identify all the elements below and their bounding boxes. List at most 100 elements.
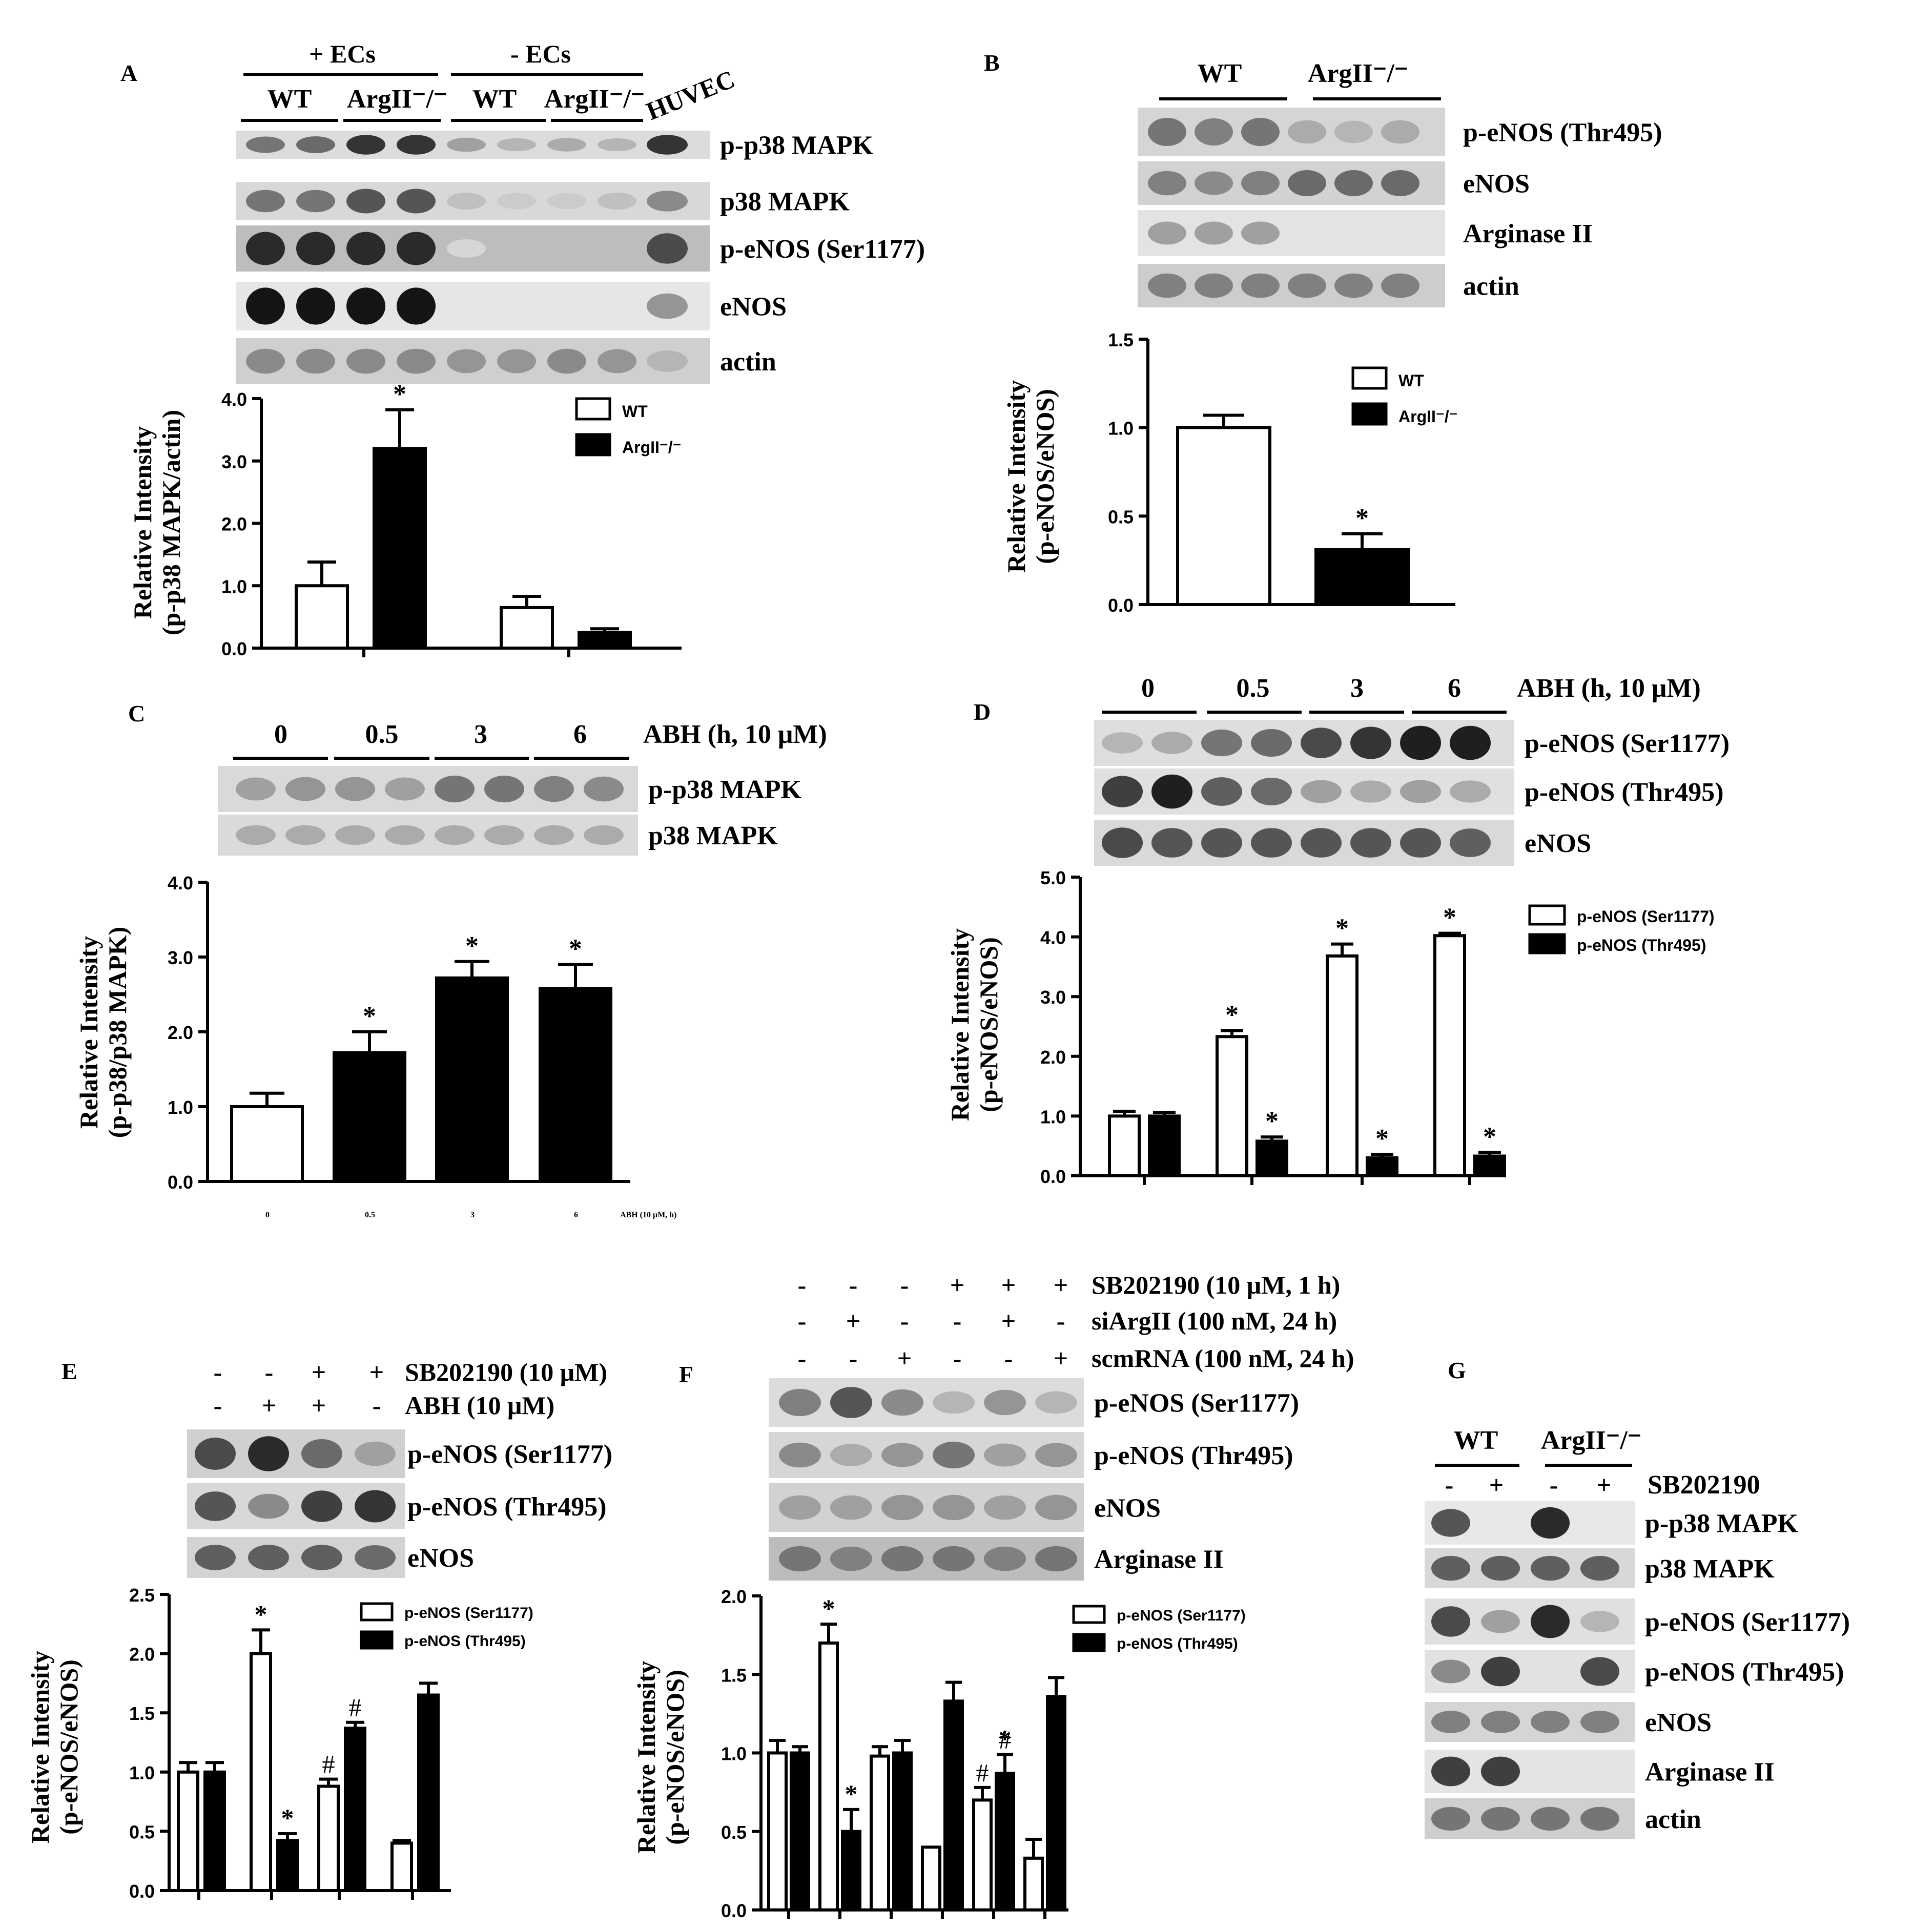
blot-label: p-p38 MAPK xyxy=(720,131,874,160)
bar xyxy=(1326,954,1359,1177)
bar xyxy=(995,1772,1015,1912)
treatment-sign: - xyxy=(798,1306,807,1335)
legend-label: p-eNOS (Thr495) xyxy=(404,1633,526,1650)
blot-band xyxy=(246,136,285,153)
blot-band xyxy=(397,287,436,325)
legend-swatch xyxy=(1351,402,1388,426)
blot-strip xyxy=(187,1537,405,1578)
blot-band xyxy=(1431,1806,1470,1831)
blot-band xyxy=(1148,117,1186,147)
bar xyxy=(818,1641,839,1912)
bar xyxy=(295,584,349,650)
blot-band xyxy=(1431,1659,1470,1684)
significance-star: * xyxy=(1265,1107,1279,1136)
blot-band xyxy=(598,193,636,210)
significance-star: * xyxy=(822,1594,835,1623)
blot-band xyxy=(301,1439,342,1468)
blot-band xyxy=(301,1545,342,1570)
y-tick-label: 0.5 xyxy=(129,1821,155,1842)
significance-star: * xyxy=(999,1725,1012,1753)
chart-B: 0.0 0.5 1.0 1.5 Relative Intensity (p-eNOS/eN… xyxy=(1002,329,1458,616)
treatment-sign: - xyxy=(214,1391,222,1420)
treatment-sign: + xyxy=(312,1391,326,1420)
blot-band xyxy=(236,825,276,845)
blot-band xyxy=(1580,1657,1619,1686)
blot-band xyxy=(385,777,425,801)
blot-band xyxy=(248,1436,289,1471)
blot-label: p-eNOS (Thr495) xyxy=(1645,1658,1844,1687)
blot-band xyxy=(1195,171,1233,195)
x-axis-label: ABH (10 μM, h) xyxy=(620,1211,676,1219)
blot-band xyxy=(584,776,624,802)
bar xyxy=(203,1770,226,1893)
blot-band xyxy=(484,775,524,803)
significance-star: * xyxy=(255,1599,267,1628)
y-tick-label: 2.0 xyxy=(721,1586,747,1607)
treatment-sign: + xyxy=(1489,1470,1504,1499)
treatment-sign: - xyxy=(953,1306,962,1335)
blot-band xyxy=(1102,827,1143,858)
blot-band xyxy=(1431,1606,1470,1637)
blot-strip xyxy=(1425,1750,1635,1793)
blot-band xyxy=(1400,780,1441,803)
blot-band xyxy=(933,1441,975,1469)
treatment-sign: - xyxy=(373,1391,381,1420)
blot-band xyxy=(1580,1555,1619,1581)
blot-strip xyxy=(1138,210,1445,256)
blot-band xyxy=(598,138,636,152)
blot-band xyxy=(1201,828,1242,858)
chart-C: 0.0 1.0 2.0 3.0 4.0 Relative Intensity (p-p38/… xyxy=(74,872,676,1219)
significance-star: * xyxy=(1483,1123,1496,1152)
blot-band xyxy=(1035,1391,1077,1414)
blot-band xyxy=(296,232,335,265)
group-label: - ECs xyxy=(510,39,571,68)
bar xyxy=(1176,426,1271,607)
blot-band xyxy=(1481,1610,1520,1633)
legend-label: p-eNOS (Thr495) xyxy=(1117,1635,1238,1652)
blot-band xyxy=(355,1490,396,1523)
y-tick-label: 2.0 xyxy=(221,514,247,535)
significance-star: * xyxy=(1225,1001,1239,1030)
legend-swatch xyxy=(1528,933,1566,954)
bar xyxy=(841,1830,861,1912)
time-label: 3 xyxy=(1350,674,1364,703)
blot-band xyxy=(1334,170,1373,196)
blot-background xyxy=(1138,210,1445,256)
blot-band xyxy=(285,825,325,845)
legend-swatch xyxy=(360,1602,394,1622)
blot-label: eNOS xyxy=(1463,170,1530,199)
treatment-label: ABH (10 μM) xyxy=(405,1391,554,1420)
blot-band xyxy=(335,777,375,801)
blot-band xyxy=(647,350,688,372)
legend-swatch xyxy=(1528,904,1566,926)
y-axis-label: (p-p38/p38 MAPK) xyxy=(103,927,132,1138)
blot-band xyxy=(1241,273,1280,298)
significance-hash: # xyxy=(349,1693,362,1722)
blot-label: Arginase II xyxy=(1094,1545,1224,1574)
blot-label: p-eNOS (Ser1177) xyxy=(1094,1389,1299,1418)
significance-star: * xyxy=(1443,903,1456,932)
blot-band xyxy=(830,1546,872,1571)
treatment-label: siArgII (100 nM, 24 h) xyxy=(1092,1306,1337,1335)
blot-band xyxy=(1251,729,1292,757)
blot-band xyxy=(246,287,285,325)
bar xyxy=(1046,1695,1066,1912)
blot-band xyxy=(1481,1656,1520,1687)
genotype-label: ArgII⁻/⁻ xyxy=(1541,1426,1641,1455)
bar xyxy=(230,1105,304,1183)
time-label: 0.5 xyxy=(1237,674,1270,703)
blot-label: eNOS xyxy=(407,1544,474,1573)
y-tick-label: 1.0 xyxy=(721,1743,747,1764)
treatment-sign: - xyxy=(849,1344,858,1373)
blot-band xyxy=(547,348,586,374)
y-axis-label: Relative Intensity xyxy=(128,426,157,619)
legend-label: p-eNOS (Thr495) xyxy=(1577,936,1706,954)
y-tick-label: 3.0 xyxy=(168,947,193,968)
significance-star: * xyxy=(1335,914,1349,943)
blot-band xyxy=(335,825,375,845)
blot-band xyxy=(830,1387,872,1418)
blot-band xyxy=(355,1545,396,1570)
x-tick-label: 6 xyxy=(574,1211,578,1219)
legend-swatch xyxy=(575,433,611,456)
chart-D: 0.0 1.0 2.0 3.0 4.0 5.0 Relative Intensity (p-e… xyxy=(945,867,1715,1187)
